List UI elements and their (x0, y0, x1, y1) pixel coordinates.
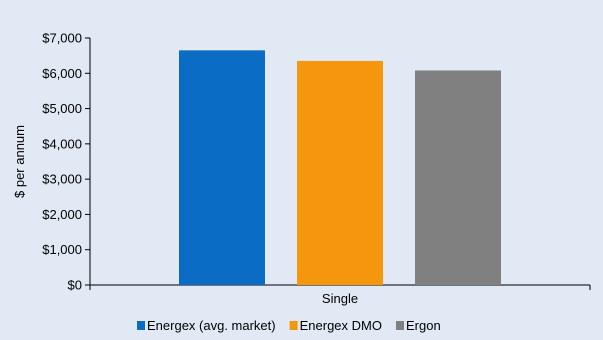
y-tick-label: $0 (68, 278, 82, 293)
legend-item: Energex DMO (289, 318, 382, 333)
y-tick-label: $7,000 (42, 31, 82, 46)
y-axis: $0 $1,000 $2,000 $3,000 $4,000 $5,000 $6,000 $7… (42, 31, 91, 293)
legend-swatch (289, 321, 298, 330)
bars (179, 50, 501, 285)
y-tick-label: $3,000 (42, 172, 82, 187)
legend-label: Energex DMO (300, 318, 382, 333)
y-tick-label: $5,000 (42, 101, 82, 116)
y-tick-label: $1,000 (42, 242, 82, 257)
x-axis (89, 284, 591, 290)
legend-label: Energex (avg. market) (147, 318, 276, 333)
legend: Energex (avg. market) Energex DMO Ergon (137, 318, 441, 333)
y-tick-label: $4,000 (42, 136, 82, 151)
y-tick-label: $2,000 (42, 207, 82, 222)
y-tick-label: $6,000 (42, 66, 82, 81)
legend-swatch (395, 321, 404, 330)
legend-item: Ergon (395, 318, 441, 333)
legend-label: Ergon (406, 318, 441, 333)
y-axis-title: $ per annum (12, 125, 27, 198)
bar (179, 50, 265, 285)
x-tick-label: Single (322, 291, 358, 306)
legend-item: Energex (avg. market) (137, 318, 276, 333)
bar (297, 60, 383, 285)
bar (415, 70, 501, 285)
legend-swatch (137, 321, 145, 330)
